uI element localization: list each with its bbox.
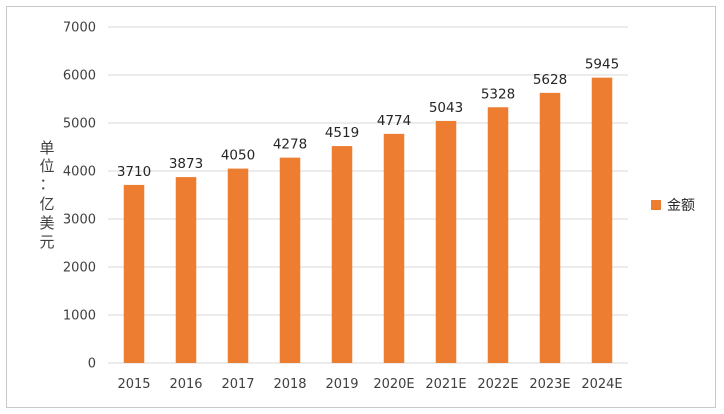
y-tick-label: 5000 <box>63 117 96 132</box>
bar <box>539 92 561 363</box>
bar <box>175 177 197 363</box>
data-label: 4050 <box>221 148 255 164</box>
legend: 金额 <box>651 198 695 214</box>
y-tick-label: 1000 <box>63 309 96 324</box>
bar <box>591 77 613 363</box>
data-label: 3873 <box>169 156 203 172</box>
x-tick-label: 2015 <box>117 377 150 392</box>
y-tick-label: 0 <box>88 357 96 372</box>
x-tick-label: 2024E <box>581 377 622 392</box>
bar <box>435 120 457 363</box>
y-tick-label: 2000 <box>63 261 96 276</box>
x-tick-label: 2021E <box>425 377 466 392</box>
data-label: 5628 <box>533 72 567 88</box>
bar <box>279 157 301 363</box>
bar <box>123 184 145 363</box>
data-label: 4519 <box>325 125 359 141</box>
y-tick-label: 7000 <box>63 21 96 36</box>
data-label: 3710 <box>117 164 151 180</box>
x-tick-label: 2018 <box>273 377 306 392</box>
data-label: 4774 <box>377 113 411 129</box>
legend-label: 金额 <box>667 198 695 214</box>
y-axis-label: 单位：亿美元 <box>39 139 54 251</box>
x-tick-label: 2016 <box>169 377 202 392</box>
x-tick-label: 2023E <box>529 377 570 392</box>
y-tick-label: 3000 <box>63 213 96 228</box>
y-axis-ticks: 0 1000 2000 3000 4000 5000 6000 7000 <box>63 21 96 372</box>
bar <box>331 146 353 363</box>
data-labels: 3710 3873 4050 4278 4519 4774 5043 5328 5628 5945 <box>117 57 619 180</box>
bar <box>383 133 405 363</box>
x-tick-label: 2020E <box>373 377 414 392</box>
y-tick-label: 6000 <box>63 69 96 84</box>
legend-swatch <box>651 200 661 210</box>
y-axis-label-text: 单位：亿美元 <box>39 139 54 251</box>
x-tick-label: 2022E <box>477 377 518 392</box>
data-label: 5328 <box>481 86 515 102</box>
x-tick-label: 2017 <box>221 377 254 392</box>
data-label: 4278 <box>273 137 307 153</box>
x-tick-label: 2019 <box>325 377 358 392</box>
data-label: 5043 <box>429 100 463 116</box>
bars <box>123 77 613 363</box>
y-tick-label: 4000 <box>63 165 96 180</box>
bar <box>487 107 509 363</box>
data-label: 5945 <box>585 57 619 73</box>
bar <box>227 168 249 363</box>
x-axis-ticks: 2015 2016 2017 2018 2019 2020E 2021E 2022E 2023E… <box>117 377 622 392</box>
